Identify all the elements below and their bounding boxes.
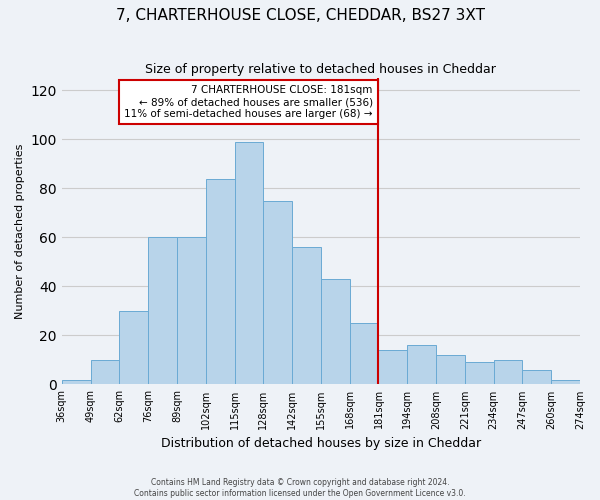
Text: 7, CHARTERHOUSE CLOSE, CHEDDAR, BS27 3XT: 7, CHARTERHOUSE CLOSE, CHEDDAR, BS27 3XT [115,8,485,22]
Bar [119,311,148,384]
X-axis label: Distribution of detached houses by size in Cheddar: Distribution of detached houses by size … [161,437,481,450]
Bar [494,360,523,384]
Bar [350,323,379,384]
Text: 7 CHARTERHOUSE CLOSE: 181sqm
← 89% of detached houses are smaller (536)
11% of s: 7 CHARTERHOUSE CLOSE: 181sqm ← 89% of de… [124,86,373,118]
Bar [206,178,235,384]
Title: Size of property relative to detached houses in Cheddar: Size of property relative to detached ho… [145,62,496,76]
Bar [436,355,465,384]
Bar [91,360,119,384]
Bar [263,200,292,384]
Bar [551,380,580,384]
Bar [465,362,494,384]
Text: Contains HM Land Registry data © Crown copyright and database right 2024.
Contai: Contains HM Land Registry data © Crown c… [134,478,466,498]
Bar [379,350,407,384]
Bar [62,380,91,384]
Bar [292,247,321,384]
Bar [177,238,206,384]
Bar [148,238,177,384]
Bar [407,345,436,385]
Y-axis label: Number of detached properties: Number of detached properties [15,144,25,319]
Bar [321,279,350,384]
Bar [523,370,551,384]
Bar [235,142,263,384]
